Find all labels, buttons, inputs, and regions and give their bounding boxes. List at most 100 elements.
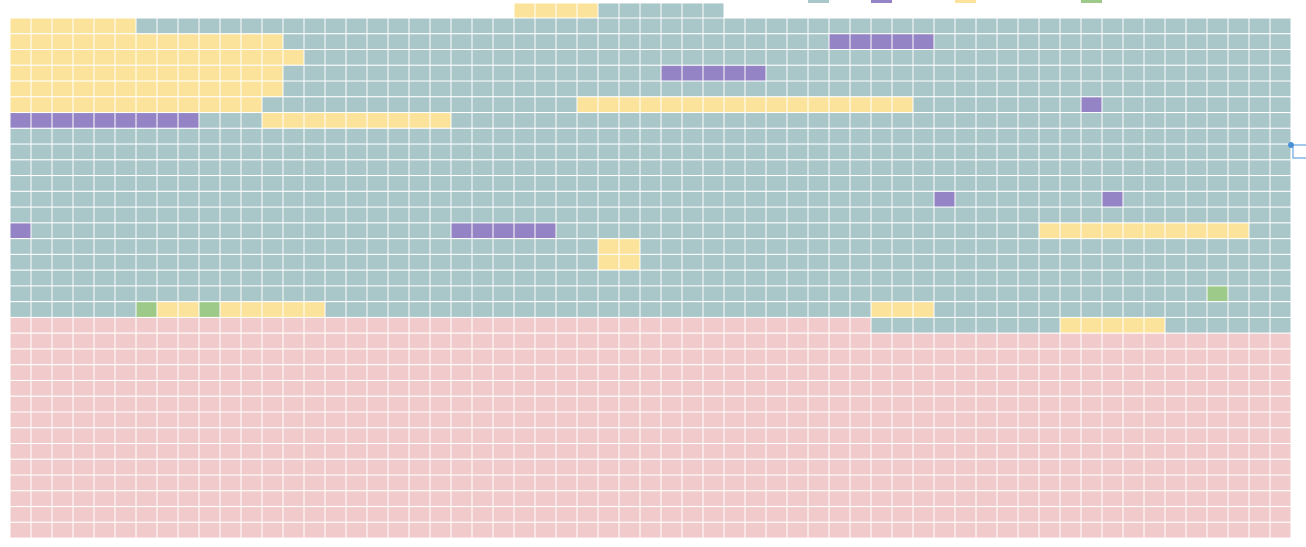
cell <box>1269 316 1292 334</box>
cell <box>345 175 368 192</box>
cell <box>72 17 95 35</box>
cell <box>219 411 242 429</box>
cell <box>534 143 557 161</box>
cell <box>723 301 746 318</box>
cell <box>597 190 620 208</box>
cell <box>870 253 893 271</box>
cell <box>1248 379 1271 397</box>
cell <box>282 348 305 366</box>
cell <box>576 348 599 366</box>
cell <box>576 458 599 476</box>
cell <box>408 364 431 381</box>
cell <box>954 33 977 51</box>
cell <box>744 159 767 177</box>
cell <box>828 269 851 287</box>
cell <box>975 143 998 161</box>
cell <box>933 238 956 255</box>
cell <box>723 143 746 161</box>
cell <box>93 474 116 492</box>
cell <box>723 458 746 476</box>
cell <box>219 206 242 224</box>
cell <box>1185 395 1208 413</box>
cell <box>933 206 956 224</box>
cell <box>177 112 200 129</box>
cell <box>933 301 956 318</box>
cell <box>51 33 74 51</box>
cell <box>135 379 158 397</box>
cell <box>471 395 494 413</box>
cell-run <box>870 316 1061 334</box>
cell <box>1059 175 1082 192</box>
cell <box>1101 190 1124 208</box>
cell <box>219 379 242 397</box>
cell <box>1185 521 1208 539</box>
cell <box>261 175 284 192</box>
cell <box>807 64 830 82</box>
cell <box>597 474 620 492</box>
cell <box>1164 127 1187 145</box>
cell <box>450 364 473 381</box>
cell <box>996 143 1019 161</box>
cell <box>30 206 53 224</box>
cell <box>1269 364 1292 381</box>
cell <box>534 443 557 460</box>
cell <box>996 159 1019 177</box>
cell <box>744 458 767 476</box>
cell <box>303 112 326 129</box>
cell <box>513 112 536 129</box>
cell <box>513 96 536 114</box>
cell <box>366 521 389 539</box>
cell <box>1143 238 1166 255</box>
cell <box>51 474 74 492</box>
cell <box>597 127 620 145</box>
cell <box>450 395 473 413</box>
cell <box>828 238 851 255</box>
cell <box>618 285 641 303</box>
cell <box>723 427 746 445</box>
cell <box>1206 458 1229 476</box>
cell <box>282 96 305 114</box>
cell <box>1164 364 1187 381</box>
cell <box>618 190 641 208</box>
cell <box>534 285 557 303</box>
cell <box>30 316 53 334</box>
cell <box>387 222 410 240</box>
cell <box>72 253 95 271</box>
cell <box>366 206 389 224</box>
cell <box>702 411 725 429</box>
cell <box>1080 364 1103 381</box>
cell <box>450 474 473 492</box>
cell <box>1143 443 1166 460</box>
cell <box>765 17 788 35</box>
cell <box>1164 159 1187 177</box>
cell <box>1164 96 1187 114</box>
cell <box>828 190 851 208</box>
cell <box>1080 80 1103 98</box>
cell <box>303 253 326 271</box>
cell <box>723 80 746 98</box>
cell <box>639 269 662 287</box>
cell <box>828 490 851 508</box>
cell <box>660 490 683 508</box>
cell <box>30 490 53 508</box>
cell <box>261 269 284 287</box>
cell <box>597 64 620 82</box>
cell <box>156 222 179 240</box>
cell <box>975 127 998 145</box>
cell <box>1017 458 1040 476</box>
cell <box>72 159 95 177</box>
cell <box>996 96 1019 114</box>
cell <box>639 143 662 161</box>
cell <box>471 348 494 366</box>
cell <box>765 458 788 476</box>
cell <box>618 364 641 381</box>
cell <box>996 443 1019 460</box>
cell <box>51 269 74 287</box>
cell <box>429 458 452 476</box>
cell <box>240 159 263 177</box>
cell <box>1101 49 1124 66</box>
cell <box>261 206 284 224</box>
cell <box>975 379 998 397</box>
cell <box>870 348 893 366</box>
cell <box>156 506 179 523</box>
